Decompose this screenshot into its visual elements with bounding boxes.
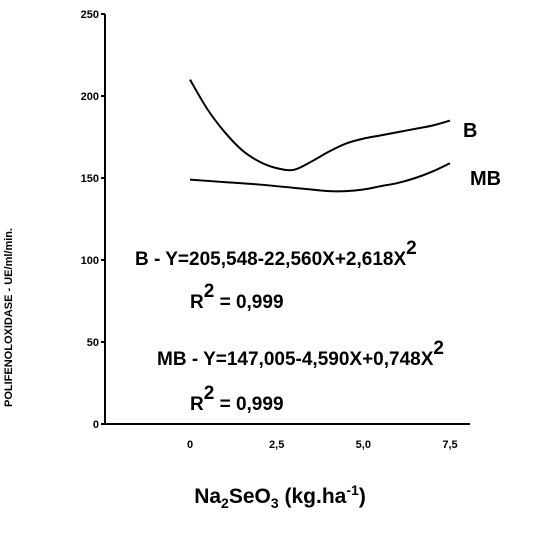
x-tick-label: 7,5 [442, 439, 457, 451]
r2-b-value: = 0,999 [214, 292, 284, 313]
r2-b: R2 = 0,999 [190, 282, 284, 313]
series-line-b [189, 79, 451, 172]
r2-b-exponent: 2 [203, 280, 215, 302]
x-label-sub1: 2 [221, 495, 229, 512]
series-line-mb [189, 162, 451, 193]
y-tick-label: 100 [81, 255, 99, 267]
r2-b-prefix: R [190, 292, 204, 313]
equation-mb-text: MB - Y=147,005-4,590X+0,748X [157, 349, 434, 370]
y-tick-label: 50 [87, 337, 99, 349]
equation-b: B - Y=205,548-22,560X+2,618X2 [135, 239, 417, 270]
y-tick-label: 0 [93, 419, 99, 431]
r2-mb-value: = 0,999 [214, 394, 284, 415]
r2-mb: R2 = 0,999 [190, 384, 284, 415]
equation-b-exponent: 2 [406, 237, 417, 259]
r2-mb-prefix: R [190, 394, 204, 415]
x-label-part1: Na [194, 485, 222, 508]
x-label-part3: (kg.ha [278, 485, 347, 508]
series-lines [189, 79, 451, 193]
equation-mb-exponent: 2 [433, 337, 444, 359]
y-tick-label: 250 [81, 9, 99, 21]
x-ticks: 0 2,5 5,0 7,5 [187, 439, 458, 451]
y-axis-label: POLIFENOLOXIDASE - UE/ml/min. [3, 228, 15, 407]
x-tick-label: 5,0 [356, 439, 371, 451]
axes [104, 14, 470, 425]
equation-b-text: B - Y=205,548-22,560X+2,618X [135, 249, 407, 270]
x-label-part2: SeO [228, 485, 271, 508]
x-label-part4: ) [358, 485, 366, 508]
equation-mb: MB - Y=147,005-4,590X+0,748X2 [157, 339, 444, 370]
x-tick-label: 2,5 [269, 439, 284, 451]
x-axis-label: Na2SeO3 (kg.ha-1) [0, 482, 560, 511]
x-label-sup: -1 [346, 482, 359, 498]
y-tick-label: 150 [81, 173, 99, 185]
r2-mb-exponent: 2 [203, 382, 215, 404]
y-tick-label: 200 [81, 91, 99, 103]
series-label-mb: MB [470, 168, 501, 190]
y-ticks: 0 50 100 150 200 250 [81, 9, 105, 431]
series-label-b: B [463, 120, 477, 142]
x-tick-label: 0 [187, 439, 193, 451]
x-label-sub2: 3 [270, 495, 279, 512]
